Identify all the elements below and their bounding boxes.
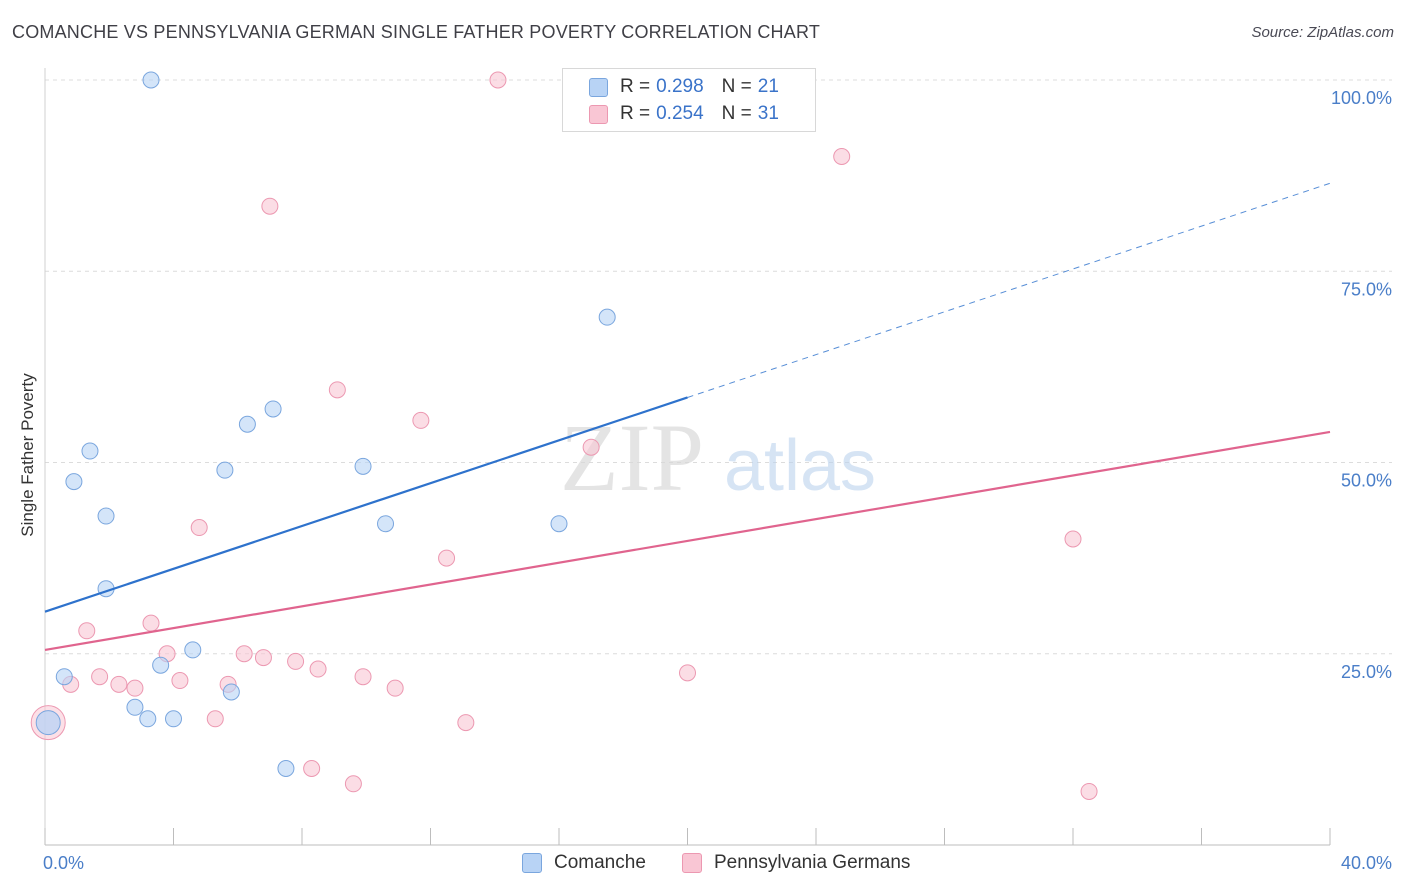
pa-point (386, 679, 404, 697)
series-comanche (35, 71, 616, 777)
comanche-point (165, 710, 182, 728)
x-tick-label-max: 40.0% (1341, 853, 1392, 873)
comanche-point (238, 415, 256, 433)
pa-point (582, 438, 600, 456)
comanche-point (184, 641, 202, 659)
comanche-point (126, 698, 144, 716)
legend-row-comanche: R = 0.298 N = 21 (589, 74, 779, 100)
pa-point (412, 411, 430, 429)
y-tick-label: 100.0% (1331, 88, 1392, 108)
watermark: ZIP atlas (560, 404, 876, 511)
comanche-point (81, 442, 99, 460)
legend-item-pa[interactable]: Pennsylvania Germans (682, 852, 910, 874)
legend-r-value-comanche: 0.298 (656, 76, 704, 97)
pa-point (110, 675, 128, 693)
legend-n-label: N = (721, 76, 752, 97)
pa-point (489, 71, 507, 89)
pa-point (171, 672, 189, 690)
series-legend: Comanche Pennsylvania Germans (0, 852, 1406, 878)
pa-point (190, 519, 208, 537)
pa-point (1080, 782, 1098, 800)
pa-point (309, 660, 327, 678)
y-tick-label: 50.0% (1341, 471, 1392, 491)
watermark-zip: ZIP (560, 404, 704, 511)
legend-item-comanche[interactable]: Comanche (522, 852, 646, 874)
x-tick-label-min: 0.0% (43, 853, 84, 873)
pa-point (328, 381, 346, 399)
chart-title: COMANCHE VS PENNSYLVANIA GERMAN SINGLE F… (12, 22, 821, 42)
comanche-point (97, 507, 115, 525)
pa-point (206, 710, 224, 728)
legend-swatch-pa (682, 853, 702, 873)
legend-label-pa: Pennsylvania Germans (714, 852, 911, 873)
legend-r-label: R = (620, 103, 651, 124)
comanche-trend-extension (687, 182, 1331, 398)
comanche-point (550, 515, 568, 533)
pa-point (833, 148, 851, 165)
pa-point (457, 714, 475, 732)
y-tick-label: 75.0% (1341, 279, 1392, 299)
comanche-point (55, 668, 73, 686)
legend-n-value-comanche: 21 (757, 76, 779, 97)
pa-point (1064, 530, 1082, 548)
legend-n-label: N = (721, 103, 752, 124)
comanche-point (216, 461, 234, 479)
tick-labels: 25.0% 50.0% 75.0% 100.0% 0.0% 40.0% (43, 88, 1392, 873)
comanche-point (222, 683, 240, 701)
comanche-point (142, 71, 160, 89)
stats-legend: R = 0.298 N = 21 R = 0.254 N = 31 (562, 68, 816, 132)
pa-point (287, 652, 305, 670)
legend-r-value-pa: 0.254 (656, 103, 704, 124)
grid-layer (45, 79, 1392, 655)
comanche-point (277, 760, 295, 777)
legend-row-pa: R = 0.254 N = 31 (589, 101, 779, 127)
legend-label-comanche: Comanche (554, 852, 646, 873)
comanche-point (35, 710, 61, 736)
pa-point (354, 668, 372, 686)
pa-point (254, 649, 272, 667)
trend-lines (44, 182, 1331, 652)
legend-swatch-pa (589, 104, 608, 124)
pa-point (126, 679, 144, 697)
pa-point (303, 760, 321, 777)
pa-point (679, 664, 696, 682)
comanche-point (264, 400, 282, 418)
comanche-trend-line (44, 396, 688, 613)
legend-swatch-comanche (589, 77, 608, 97)
comanche-point (139, 710, 157, 728)
watermark-atlas: atlas (724, 426, 876, 506)
pa-trend-line (44, 430, 1331, 652)
legend-n-value-pa: 31 (757, 103, 779, 124)
legend-r-label: R = (620, 76, 651, 97)
pa-point (142, 614, 160, 632)
pa-point (344, 775, 362, 793)
pa-point (438, 549, 456, 567)
pa-point (235, 645, 253, 663)
legend-swatch-comanche (522, 853, 542, 873)
source-label: Source: ZipAtlas.com (1251, 24, 1394, 41)
y-tick-label: 25.0% (1341, 662, 1392, 682)
comanche-point (354, 457, 372, 475)
comanche-point (65, 473, 83, 491)
comanche-point (152, 656, 170, 674)
pa-point (78, 622, 96, 640)
comanche-point (377, 515, 395, 533)
comanche-point (598, 308, 616, 326)
pa-point (91, 668, 109, 686)
pa-point (261, 197, 279, 215)
